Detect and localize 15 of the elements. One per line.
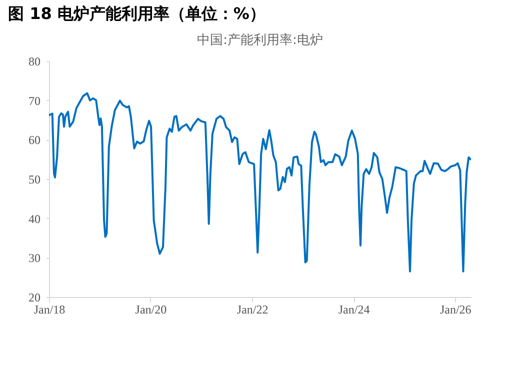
x-tick-label: Jan/18 (34, 302, 66, 316)
chart-subtitle: 中国:产能利用率:电炉 (197, 32, 323, 48)
y-tick-label: 50 (28, 172, 40, 186)
x-tick-label: Jan/26 (440, 302, 472, 316)
y-tick-label: 60 (28, 133, 40, 148)
x-tick-label: Jan/20 (135, 302, 167, 316)
line-series (49, 92, 471, 272)
y-tick-label: 20 (28, 290, 40, 304)
y-tick-label: 40 (28, 212, 40, 226)
chart-title: 图 18 电炉产能利用率（单位：%） (8, 4, 266, 25)
y-tick-label: 70 (28, 94, 40, 108)
x-tick-label: Jan/22 (236, 302, 268, 316)
y-tick-label: 80 (28, 54, 40, 68)
y-tick-label: 30 (28, 251, 40, 266)
x-tick-label: Jan/24 (338, 302, 370, 316)
